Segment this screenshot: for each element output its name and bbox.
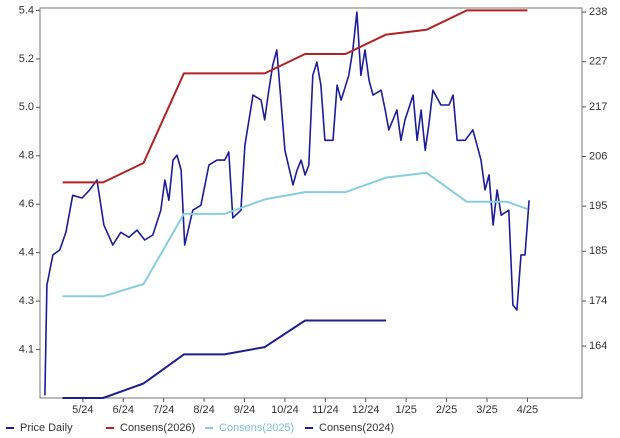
x-tick-label: 10/24 <box>271 404 299 416</box>
y-tick-label: 5.4 <box>19 4 34 16</box>
y2-tick-label: 195 <box>589 200 607 212</box>
x-tick-label: 12/24 <box>352 404 380 416</box>
plot-frame <box>39 7 583 399</box>
y2-tick-label: 174 <box>589 295 607 307</box>
y-tick-label: 4.1 <box>19 343 34 355</box>
y-tick-label: 4.8 <box>19 150 34 162</box>
x-tick-label: 3/25 <box>476 404 497 416</box>
x-tick-label: 7/24 <box>153 404 174 416</box>
legend-label: Consens(2026) <box>120 422 195 434</box>
x-tick-label: 4/25 <box>517 404 538 416</box>
legend-label: Consens(2024) <box>319 422 394 434</box>
x-tick-label: 2/25 <box>436 404 457 416</box>
y-tick-label: 4.3 <box>19 295 34 307</box>
legend-label: Price Daily <box>20 422 73 434</box>
x-tick-label: 9/24 <box>234 404 255 416</box>
y-tick-label: 5.2 <box>19 53 34 65</box>
y-tick-label: 4.4 <box>19 247 34 259</box>
x-tick-label: 11/24 <box>312 404 339 416</box>
y2-tick-label: 238 <box>589 6 607 18</box>
y2-tick-label: 217 <box>589 101 607 113</box>
series-line <box>44 11 530 396</box>
series-line <box>62 319 386 399</box>
x-tick-label: 5/24 <box>72 404 93 416</box>
y2-tick-label: 206 <box>589 150 607 162</box>
y-tick-label: 4.6 <box>19 198 34 210</box>
x-tick-label: 6/24 <box>113 404 134 416</box>
series-line <box>62 9 528 184</box>
series-line <box>62 171 528 298</box>
x-tick-label: 1/25 <box>395 404 416 416</box>
y-tick-label: 5.0 <box>19 101 34 113</box>
y2-tick-label: 185 <box>589 245 607 257</box>
legend-label: Consens(2025) <box>219 422 294 434</box>
x-tick-label: 8/24 <box>193 404 214 416</box>
y2-tick-label: 164 <box>589 340 607 352</box>
y2-tick-label: 227 <box>589 56 607 68</box>
